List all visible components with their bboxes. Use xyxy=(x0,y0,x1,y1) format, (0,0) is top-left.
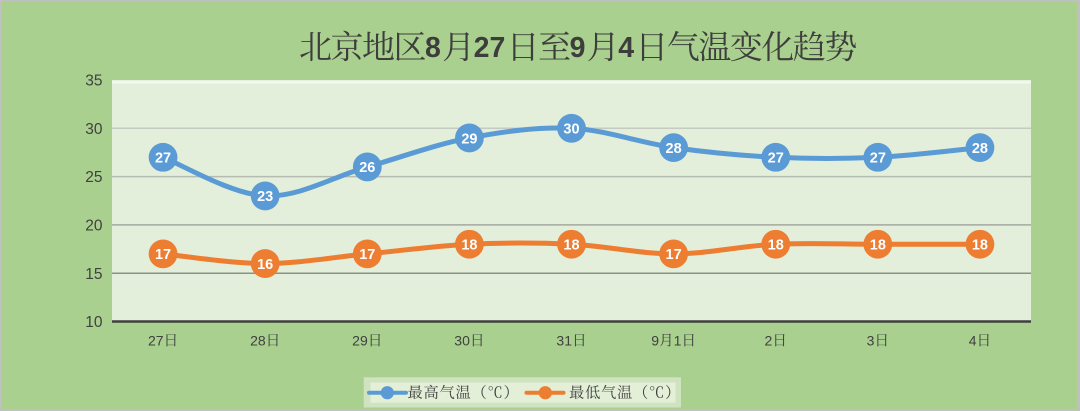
svg-text:18: 18 xyxy=(461,238,477,254)
svg-text:0: 0 xyxy=(462,332,470,348)
svg-text:17: 17 xyxy=(666,247,682,263)
svg-text:7: 7 xyxy=(156,332,164,348)
svg-text:18: 18 xyxy=(870,238,886,254)
svg-text:27: 27 xyxy=(870,151,886,167)
svg-text:8: 8 xyxy=(258,332,266,348)
svg-text:27: 27 xyxy=(768,151,784,167)
svg-text:27: 27 xyxy=(474,32,506,64)
svg-text:35: 35 xyxy=(85,73,102,90)
svg-text:10: 10 xyxy=(85,314,103,331)
svg-text:30: 30 xyxy=(563,122,579,138)
svg-text:27: 27 xyxy=(155,151,171,167)
svg-text:18: 18 xyxy=(768,238,784,254)
svg-text:17: 17 xyxy=(359,247,375,263)
svg-text:30: 30 xyxy=(85,121,103,138)
svg-text:20: 20 xyxy=(85,218,103,235)
svg-text:9: 9 xyxy=(360,332,368,348)
svg-text:8: 8 xyxy=(425,32,441,64)
svg-text:2: 2 xyxy=(352,332,360,348)
svg-text:9: 9 xyxy=(651,332,659,348)
svg-text:18: 18 xyxy=(563,238,579,254)
svg-text:2: 2 xyxy=(765,332,773,348)
svg-text:16: 16 xyxy=(257,257,273,273)
svg-text:3: 3 xyxy=(454,332,462,348)
svg-text:4: 4 xyxy=(969,332,977,348)
svg-text:18: 18 xyxy=(972,238,988,254)
svg-text:1: 1 xyxy=(674,332,682,348)
svg-text:28: 28 xyxy=(666,141,682,157)
svg-text:17: 17 xyxy=(155,247,171,263)
svg-text:2: 2 xyxy=(250,332,258,348)
svg-text:3: 3 xyxy=(556,332,564,348)
svg-text:3: 3 xyxy=(867,332,875,348)
svg-text:1: 1 xyxy=(564,332,572,348)
svg-text:4: 4 xyxy=(618,32,634,64)
svg-text:28: 28 xyxy=(972,141,988,157)
svg-text:25: 25 xyxy=(85,169,102,186)
svg-text:9: 9 xyxy=(570,32,586,64)
svg-text:26: 26 xyxy=(359,160,375,176)
svg-text:23: 23 xyxy=(257,189,273,205)
svg-text:15: 15 xyxy=(85,266,102,283)
svg-text:2: 2 xyxy=(148,332,156,348)
svg-text:29: 29 xyxy=(461,131,477,147)
